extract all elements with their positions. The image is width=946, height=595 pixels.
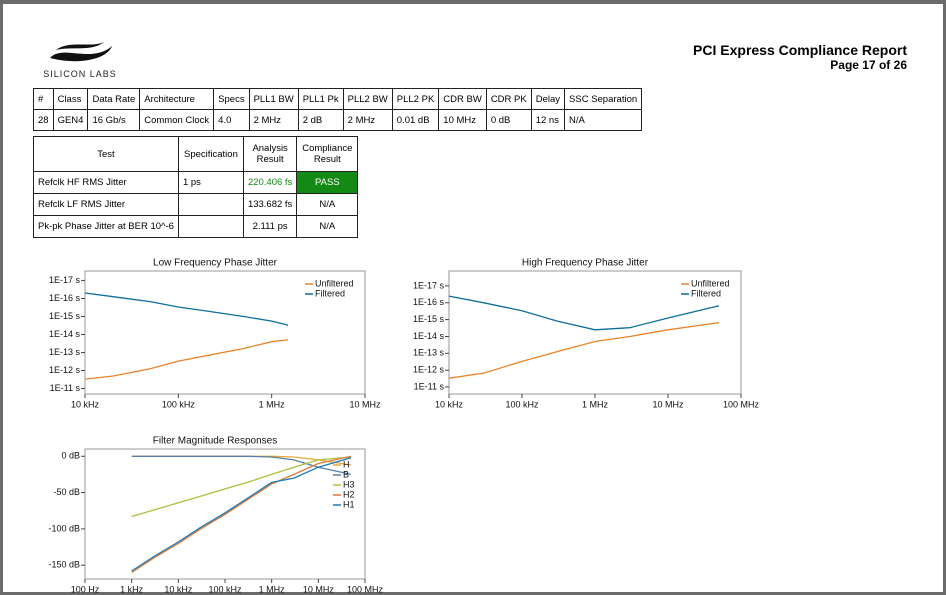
legend-label: Filtered [691,288,721,298]
logo-mark [50,42,112,62]
cell: 4.0 [213,109,250,131]
y-tick-label: 1E-16 s [49,293,81,303]
y-tick-label: 1E-13 s [413,348,445,358]
y-tick-label: 1E-14 s [49,329,81,339]
x-tick-label: 1 MHz [259,584,286,593]
plot-area [84,270,366,395]
x-tick-label: 10 MHz [349,399,381,409]
logo: SILICON LABS [39,40,121,79]
legend-label: H1 [343,499,355,509]
series-line [84,339,289,380]
x-tick-label: 100 kHz [162,399,196,409]
charts: Low Frequency Phase Jitter 1E-11 s 1E-12 s… [48,258,760,593]
report-header: PCI Express Compliance Report Page 17 of… [693,42,907,72]
y-tick-label: 1E-11 s [50,383,81,393]
header-cell: Specification [177,136,244,172]
header-cell: Test [33,136,179,172]
results-table: Test Specification Analysis Result Complian… [33,136,359,238]
y-tick-label: 1E-16 s [413,297,445,307]
y-tick-label: 1E-12 s [413,365,445,375]
x-tick-label: 100 kHz [505,399,539,409]
cell: 10 MHz [438,109,487,131]
cell: 2 MHz [342,109,393,131]
x-tick-label: 1 kHz [120,584,144,593]
legend-label: Unfiltered [691,278,730,288]
cell: 12 ns [530,109,566,131]
y-tick-label: 1E-15 s [49,311,81,321]
y-tick-label: 1E-15 s [413,314,445,324]
cell: Pk-pk Phase Jitter at BER 10^-6 [33,215,179,238]
legend-label: Filtered [315,288,345,298]
series-line [448,295,720,331]
x-tick-label: 10 kHz [435,399,464,409]
header-row: Test Specification Analysis Result Complian… [33,136,359,172]
cell: 2 MHz [248,109,299,131]
header-cell: PLL2 BW [342,88,393,110]
y-tick-label: 1E-12 s [49,365,81,375]
x-tick-label: 100 MHz [723,399,760,409]
y-tick-label: 1E-17 s [49,275,81,285]
y-tick-label: 1E-11 s [414,381,445,391]
x-tick-label: 10 kHz [71,399,100,409]
x-tick-label: 1 MHz [582,399,609,409]
series-line [131,455,352,574]
y-tick-label: 1E-13 s [49,347,81,357]
page-number: Page 17 of 26 [830,58,907,72]
row: Refclk LF RMS Jitter 133.682 fs N/A [33,193,359,216]
cell: Common Clock [139,109,215,131]
x-tick-label: 10 MHz [652,399,684,409]
header-cell: Delay [530,88,566,110]
y-tick-label: -100 dB [48,523,80,533]
legend-label: B [343,469,349,479]
cell: 0 dB [485,109,532,131]
config-table: # Class Data Rate Architecture Specs PLL1 BW P… [33,88,643,131]
chart-title: High Frequency Phase Jitter [522,258,649,269]
row: 28 GEN4 16 Gb/s Common Clock 4.0 2 MHz 2 dB 2 M… [33,109,643,131]
cell: N/A [564,109,643,131]
legend-label: H [343,459,350,469]
x-tick-label: 1 MHz [259,399,286,409]
legend-label: H3 [343,479,355,489]
series-line [84,292,289,326]
x-tick-label: 100 Hz [71,584,100,593]
chart-title: Filter Magnitude Responses [153,436,278,447]
cell: GEN4 [52,109,89,131]
y-tick-label: 1E-17 s [413,280,445,290]
series-line [448,321,720,379]
x-tick-label: 100 kHz [208,584,242,593]
logo-text: SILICON LABS [43,69,117,79]
cell: N/A [296,215,359,238]
x-tick-label: 100 MHz [347,584,384,593]
y-tick-label: 0 dB [61,451,80,461]
chart-title: Low Frequency Phase Jitter [153,258,278,269]
cell: 28 [33,109,54,131]
x-tick-label: 10 kHz [164,584,193,593]
series-line [131,456,352,518]
y-tick-label: 1E-14 s [413,331,445,341]
report-title: PCI Express Compliance Report [693,42,907,58]
header-cell: Compliance Result [296,136,359,172]
series-line [131,457,352,572]
legend-label: H2 [343,489,355,499]
legend-label: Unfiltered [315,278,354,288]
y-tick-label: -50 dB [53,487,80,497]
header-cell: Analysis Result [242,136,298,172]
y-tick-label: -150 dB [48,560,80,570]
row: Pk-pk Phase Jitter at BER 10^-6 2.111 ps N… [33,215,359,238]
cell: 2.111 ps [242,215,298,238]
x-tick-label: 10 MHz [303,584,335,593]
